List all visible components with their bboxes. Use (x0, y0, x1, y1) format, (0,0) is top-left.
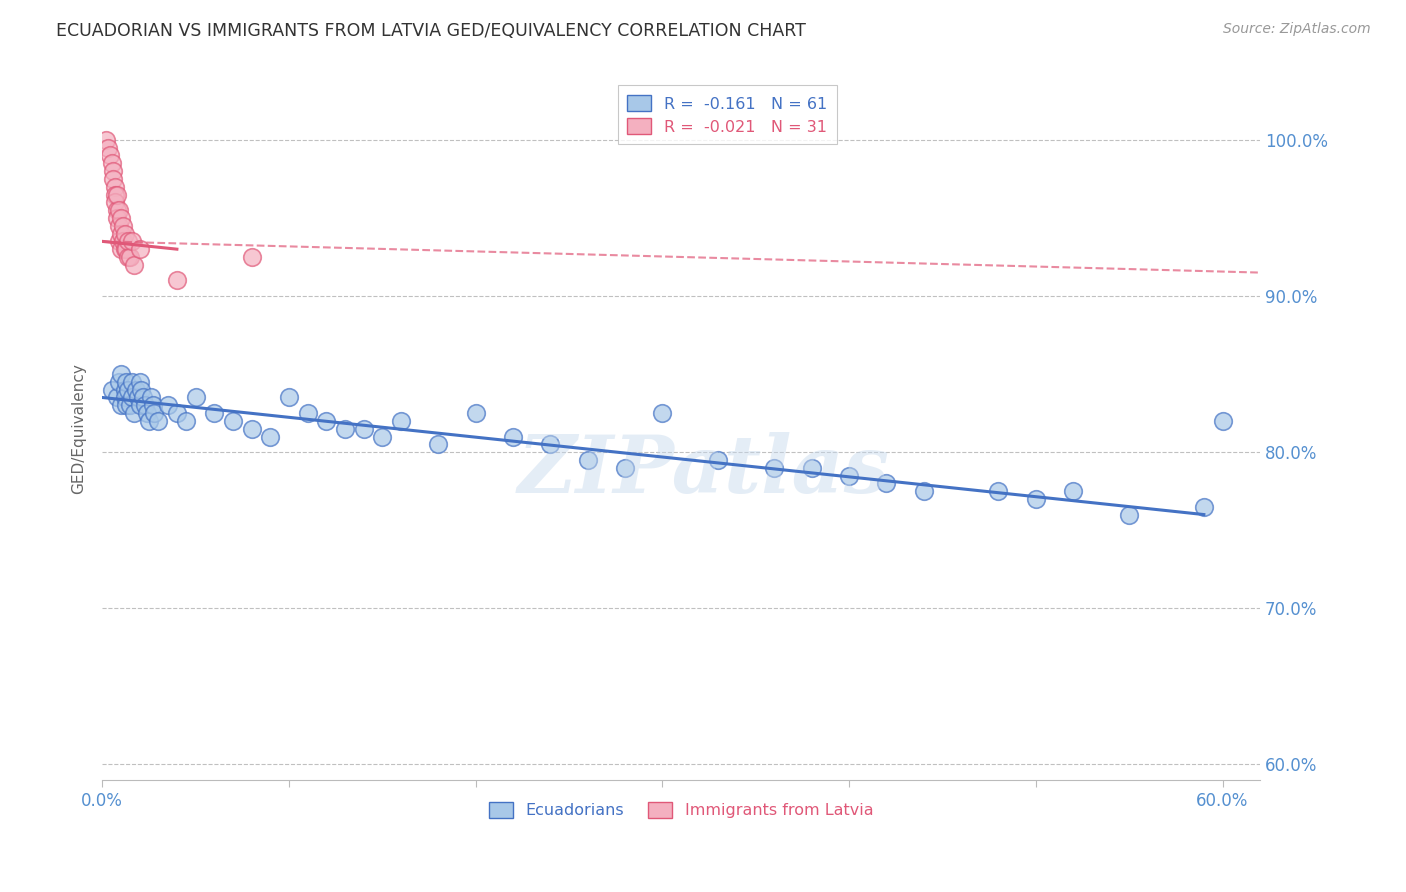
Point (125, 383, 148, 397)
Point (156, 398, 179, 412)
Point (94, 133, 117, 147)
Point (166, 406, 188, 420)
Point (538, 437, 561, 451)
Point (114, 227, 136, 241)
Point (97, 141, 120, 155)
Point (122, 258, 145, 272)
Point (1062, 484, 1084, 499)
Point (259, 429, 281, 443)
Point (110, 211, 132, 225)
Point (114, 383, 136, 397)
Point (142, 398, 165, 412)
Point (353, 422, 375, 436)
Point (104, 187, 127, 202)
Point (105, 391, 128, 405)
Point (134, 398, 156, 412)
Text: ZIPatlas: ZIPatlas (519, 432, 890, 509)
Point (371, 429, 394, 443)
Point (875, 476, 897, 491)
Point (389, 414, 412, 428)
Point (108, 235, 131, 249)
Point (117, 250, 139, 264)
Point (121, 235, 143, 249)
Point (108, 219, 131, 233)
Point (138, 414, 160, 428)
Point (800, 460, 823, 475)
Point (184, 391, 207, 405)
Point (912, 484, 935, 499)
Point (131, 383, 153, 397)
Point (128, 398, 150, 412)
Point (614, 460, 637, 475)
Point (110, 367, 132, 381)
Point (110, 227, 132, 241)
Point (1118, 508, 1140, 522)
Point (117, 235, 139, 249)
Point (174, 414, 197, 428)
Point (111, 235, 134, 249)
Point (108, 203, 131, 218)
Point (136, 406, 159, 420)
Point (111, 219, 134, 233)
Point (98, 148, 121, 162)
Text: Source: ZipAtlas.com: Source: ZipAtlas.com (1223, 22, 1371, 37)
Point (427, 437, 450, 451)
Point (100, 156, 122, 170)
Point (502, 429, 524, 443)
Point (110, 242, 132, 256)
Point (1192, 500, 1215, 514)
Point (240, 422, 263, 436)
Point (104, 195, 127, 210)
Point (108, 375, 131, 389)
Point (128, 242, 150, 256)
Point (103, 172, 125, 186)
Point (100, 383, 122, 397)
Point (333, 422, 356, 436)
Point (128, 375, 150, 389)
Point (651, 406, 673, 420)
Point (222, 414, 245, 428)
Point (105, 203, 128, 218)
Y-axis label: GED/Equivalency: GED/Equivalency (72, 363, 86, 494)
Point (114, 391, 136, 405)
Point (114, 242, 136, 256)
Point (121, 391, 143, 405)
Point (105, 187, 128, 202)
Point (166, 273, 188, 287)
Point (1025, 491, 1047, 506)
Text: ECUADORIAN VS IMMIGRANTS FROM LATVIA GED/EQUIVALENCY CORRELATION CHART: ECUADORIAN VS IMMIGRANTS FROM LATVIA GED… (56, 22, 806, 40)
Point (240, 250, 263, 264)
Point (115, 375, 138, 389)
Point (120, 398, 142, 412)
Point (117, 383, 139, 397)
Point (838, 468, 860, 483)
Point (148, 414, 170, 428)
Point (763, 460, 786, 475)
Point (122, 406, 145, 420)
Point (103, 164, 125, 178)
Point (121, 375, 143, 389)
Point (315, 414, 337, 428)
Point (297, 406, 319, 420)
Point (464, 406, 486, 420)
Point (127, 391, 149, 405)
Point (104, 179, 127, 194)
Point (110, 398, 132, 412)
Point (139, 391, 162, 405)
Point (202, 406, 225, 420)
Point (707, 453, 730, 467)
Point (576, 453, 599, 467)
Point (115, 398, 138, 412)
Point (132, 391, 155, 405)
Legend: Ecuadorians, Immigrants from Latvia: Ecuadorians, Immigrants from Latvia (482, 796, 880, 825)
Point (143, 406, 166, 420)
Point (115, 242, 138, 256)
Point (105, 211, 128, 225)
Point (277, 391, 299, 405)
Point (120, 250, 142, 264)
Point (1212, 414, 1234, 428)
Point (987, 484, 1010, 499)
